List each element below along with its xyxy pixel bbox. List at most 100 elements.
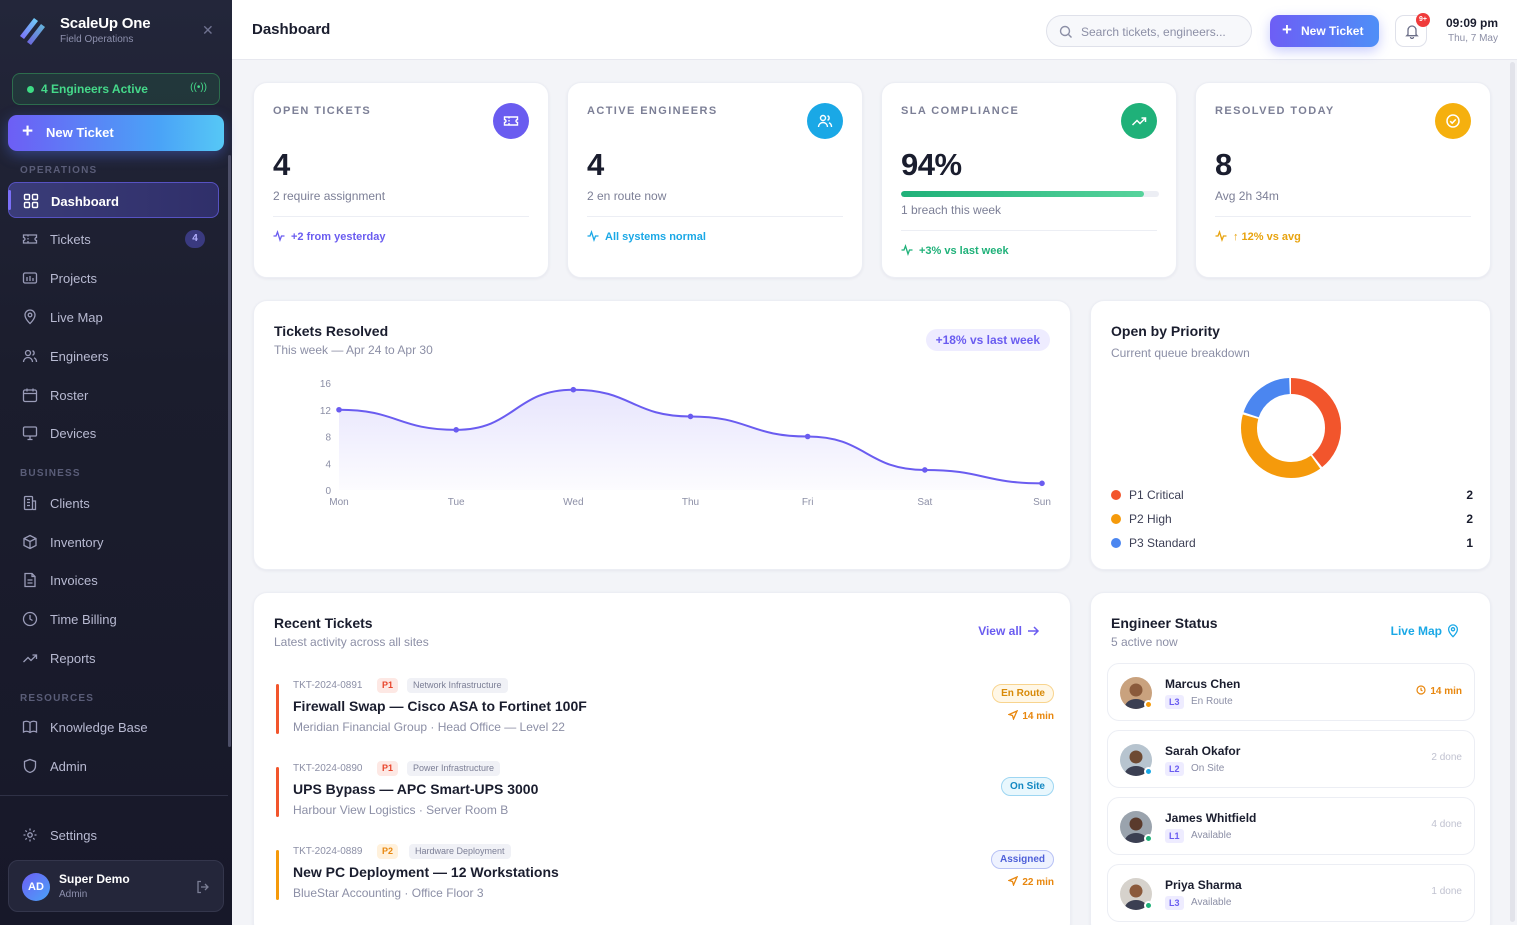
sidebar-item-roster[interactable]: Roster	[8, 377, 219, 413]
sidebar-item-admin[interactable]: Admin	[8, 748, 219, 784]
data-point[interactable]	[570, 386, 577, 393]
engineer-row-marcus-chen[interactable]: Marcus Chen L3 En Route 14 min	[1107, 663, 1475, 721]
data-point[interactable]	[804, 433, 811, 440]
category-badge: Network Infrastructure	[407, 678, 508, 693]
x-tick-label: Sun	[1033, 497, 1051, 508]
stat-footer: +2 from yesterday	[273, 229, 385, 243]
priority-bar	[276, 767, 279, 817]
presence-dot	[1144, 700, 1153, 709]
legend-count: 2	[1466, 512, 1473, 526]
stat-footer-text: ↑ 12% vs avg	[1233, 231, 1301, 243]
sidebar-item-live-map[interactable]: Live Map	[8, 299, 219, 335]
notifications-button[interactable]: 9+	[1395, 13, 1430, 47]
gear-icon	[23, 828, 37, 842]
sidebar-item-clients[interactable]: Clients	[8, 485, 219, 521]
ticket-title: New PC Deployment — 12 Workstations	[293, 864, 559, 880]
close-icon[interactable]: ✕	[202, 22, 214, 38]
data-point[interactable]	[336, 406, 342, 413]
ticket-icon	[493, 103, 529, 139]
live-map-link[interactable]: Live Map	[1391, 624, 1460, 638]
presence-dot	[1144, 901, 1153, 910]
data-point[interactable]	[453, 427, 459, 433]
sidebar-item-engineers[interactable]: Engineers	[8, 338, 219, 374]
sidebar-item-tickets[interactable]: Tickets 4	[8, 221, 219, 257]
user-profile-card[interactable]: AD Super Demo Admin	[8, 860, 224, 912]
search-box[interactable]	[1046, 15, 1252, 47]
sidebar-item-dashboard[interactable]: Dashboard	[8, 182, 219, 218]
sidebar-item-devices[interactable]: Devices	[8, 415, 219, 451]
engineer-row-sarah-okafor[interactable]: Sarah Okafor L2 On Site 2 done	[1107, 730, 1475, 788]
grid-icon	[23, 193, 39, 209]
legend-label: P3 Standard	[1129, 536, 1196, 550]
stat-card-resolved-today[interactable]: RESOLVED TODAY 8 Avg 2h 34m ↑ 12% vs avg	[1195, 82, 1491, 278]
sidebar-item-projects[interactable]: Projects	[8, 260, 219, 296]
view-all-link[interactable]: View all	[978, 624, 1040, 638]
sidebar-item-knowledge-base[interactable]: Knowledge Base	[8, 709, 219, 745]
stat-card-open-tickets[interactable]: OPEN TICKETS 4 2 require assignment +2 f…	[253, 82, 549, 278]
stat-card-sla-compliance[interactable]: SLA COMPLIANCE 94% 1 breach this week +3…	[881, 82, 1177, 278]
new-ticket-button[interactable]: + New Ticket	[8, 115, 224, 151]
priority-badge: P1	[377, 678, 399, 693]
notification-badge: 9+	[1416, 13, 1430, 27]
sidebar-item-reports[interactable]: Reports	[8, 640, 219, 676]
engineer-row-james-whitfield[interactable]: James Whitfield L1 Available 4 done	[1107, 797, 1475, 855]
brand-subtitle: Field Operations	[60, 34, 134, 45]
section-operations: OPERATIONS	[20, 165, 98, 176]
sidebar-item-settings[interactable]: Settings	[8, 817, 219, 853]
main-scrollbar[interactable]	[1510, 62, 1515, 922]
donut-slice[interactable]	[1241, 378, 1341, 478]
monitor-icon	[22, 426, 38, 441]
sidebar-item-label: Tickets	[50, 232, 91, 247]
sidebar-item-label: Invoices	[50, 573, 98, 588]
view-all-label: View all	[978, 624, 1022, 638]
sidebar-item-inventory[interactable]: Inventory	[8, 524, 219, 560]
header-new-ticket-button[interactable]: + New Ticket	[1270, 15, 1379, 47]
sidebar-item-invoices[interactable]: Invoices	[8, 562, 219, 598]
data-point[interactable]	[922, 467, 928, 473]
priority-bar	[276, 850, 279, 900]
sidebar-item-label: Knowledge Base	[50, 720, 148, 735]
ticket-eta: 14 min	[1007, 709, 1054, 722]
priority-badge: P2	[377, 844, 399, 859]
shield-icon	[23, 758, 37, 774]
legend-count: 2	[1466, 488, 1473, 502]
logout-icon[interactable]	[195, 879, 211, 895]
divider	[901, 230, 1157, 231]
file-icon	[24, 572, 36, 588]
sidebar-scrollbar[interactable]	[228, 155, 231, 747]
data-point[interactable]	[1039, 480, 1045, 487]
engineer-level-badge: L2	[1165, 762, 1184, 776]
sidebar-item-label: Reports	[50, 651, 96, 666]
ticket-row[interactable]: TKT-2024-0889 P2 Hardware Deployment New…	[274, 844, 1054, 912]
eta-value: 22 min	[1022, 877, 1054, 888]
ticket-id: TKT-2024-0891	[293, 680, 363, 691]
engineers-active-indicator[interactable]: 4 Engineers Active ((•))	[12, 73, 220, 105]
user-name: Super Demo	[59, 872, 130, 886]
stat-subtext: Avg 2h 34m	[1215, 189, 1279, 203]
engineer-row-priya-sharma[interactable]: Priya Sharma L3 Available 1 done	[1107, 864, 1475, 922]
ticket-row[interactable]: TKT-2024-0891 P1 Network Infrastructure …	[274, 678, 1054, 746]
engineer-state: Available	[1191, 897, 1232, 908]
stat-footer: ↑ 12% vs avg	[1215, 229, 1301, 243]
clock-date: Thu, 7 May	[1447, 33, 1498, 44]
sidebar-item-time-billing[interactable]: Time Billing	[8, 601, 219, 637]
folder-icon	[22, 272, 38, 284]
brand[interactable]: ScaleUp One Field Operations ✕	[16, 12, 216, 52]
search-input[interactable]	[1081, 23, 1247, 41]
category-badge: Power Infrastructure	[407, 761, 501, 776]
priority-donut-chart	[1241, 378, 1341, 478]
status-badge: On Site	[1000, 777, 1054, 796]
trend-icon	[23, 654, 38, 663]
engineer-completed: 4 done	[1431, 819, 1462, 830]
stat-value: 4	[273, 147, 290, 182]
stat-subtext: 2 require assignment	[273, 189, 386, 203]
ticket-id: TKT-2024-0890	[293, 763, 363, 774]
y-tick-label: 12	[320, 406, 332, 417]
clock-time: 09:09 pm	[1445, 16, 1498, 30]
divider	[1215, 216, 1471, 217]
data-point[interactable]	[687, 413, 694, 420]
ticket-eta: 22 min	[1007, 875, 1054, 888]
ticket-row[interactable]: TKT-2024-0890 P1 Power Infrastructure UP…	[274, 761, 1054, 829]
donut-slice[interactable]	[1241, 378, 1341, 478]
stat-card-active-engineers[interactable]: ACTIVE ENGINEERS 4 2 en route now All sy…	[567, 82, 863, 278]
